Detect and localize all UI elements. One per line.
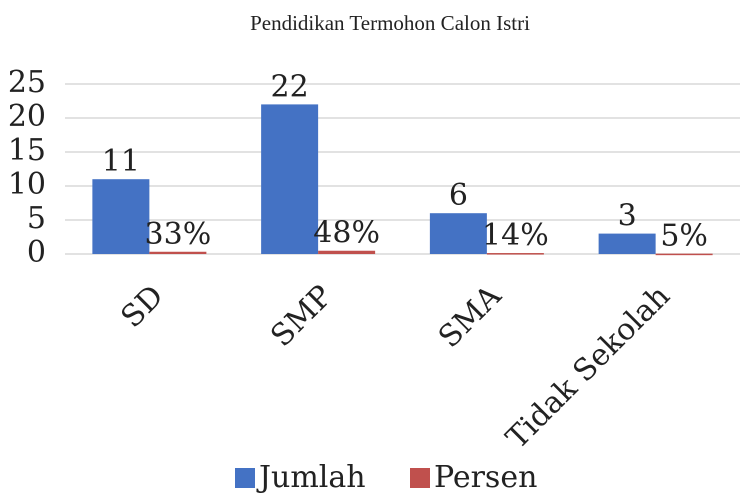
legend-swatch <box>235 468 255 488</box>
data-label: 33% <box>145 217 212 252</box>
legend-label: Jumlah <box>256 460 366 495</box>
bar <box>149 251 207 254</box>
bar <box>598 233 656 254</box>
data-label: 22 <box>271 69 309 104</box>
chart-title: Pendidikan Termohon Calon Istri <box>250 11 530 35</box>
data-label: 48% <box>313 216 380 251</box>
data-label: 11 <box>102 144 140 179</box>
x-tick-label: SMP <box>264 279 339 354</box>
y-tick-label: 25 <box>8 65 46 100</box>
bar <box>92 179 150 254</box>
y-tick-label: 10 <box>8 167 46 202</box>
legend-label: Persen <box>434 460 537 495</box>
y-tick-label: 15 <box>8 133 46 168</box>
y-tick-label: 5 <box>27 201 46 236</box>
data-label: 6 <box>449 178 468 213</box>
y-tick-label: 0 <box>27 235 46 270</box>
bar <box>429 213 487 254</box>
x-tick-label: Tidak Sekolah <box>500 279 677 456</box>
bar <box>318 250 376 254</box>
x-tick-label: SMA <box>432 278 509 355</box>
y-tick-label: 20 <box>8 99 46 134</box>
data-label: 5% <box>660 219 708 254</box>
x-tick-label: SD <box>114 279 170 335</box>
data-label: 3 <box>618 199 637 234</box>
bar <box>486 253 544 255</box>
legend-swatch <box>410 468 430 488</box>
bar <box>655 253 713 256</box>
bar <box>261 104 319 255</box>
data-label: 14% <box>482 218 549 253</box>
